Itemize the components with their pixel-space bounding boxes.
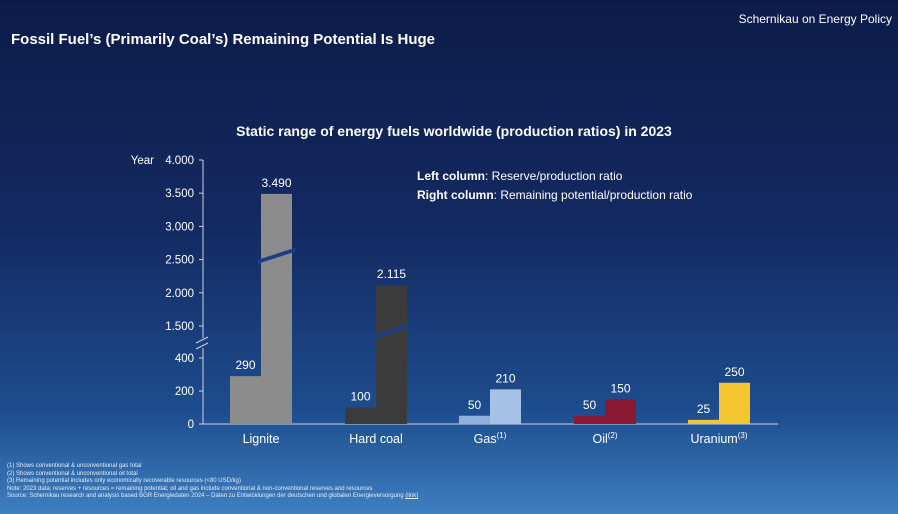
y-tick-label: 200 (175, 386, 194, 398)
bar-oil-reserve (574, 415, 605, 424)
y-tick-label: 2.000 (165, 288, 194, 300)
brand-label: Schernikau on Energy Policy (738, 12, 892, 26)
footnote-2: (2) Shows conventional & unconventional … (7, 470, 138, 477)
footnote-note: Note: 2023 data; reserves + resources = … (7, 485, 373, 492)
y-axis-break-mark (195, 342, 209, 350)
data-label: 3.490 (261, 176, 291, 190)
bar-hard-coal-remaining (376, 285, 407, 424)
y-axis-title: Year (131, 155, 154, 167)
legend-right-column: Right column: Remaining potential/produc… (417, 188, 693, 202)
data-label: 25 (697, 402, 711, 416)
data-label: 50 (583, 398, 597, 412)
y-tick-label: 0 (188, 419, 194, 431)
y-tick-label: 3.500 (165, 188, 194, 200)
data-label: 2.115 (377, 267, 406, 281)
y-tick-label: 3.000 (165, 221, 194, 233)
data-label: 250 (724, 365, 744, 379)
footnote-3: (3) Remaining potential includes only ec… (7, 478, 241, 485)
data-label: 290 (235, 358, 255, 372)
chart-legend: Left column: Reserve/production ratio Ri… (417, 167, 692, 205)
y-tick-label: 1.500 (165, 321, 194, 333)
y-tick-label: 400 (175, 353, 194, 365)
bar-uranium-remaining (719, 382, 750, 424)
bar-lignite-remaining (261, 193, 292, 424)
legend-left-column: Left column: Reserve/production ratio (417, 169, 623, 183)
data-label: 150 (610, 381, 630, 395)
data-label: 50 (468, 398, 482, 412)
bar-uranium-reserve (688, 419, 719, 424)
x-category-label: Lignite (243, 432, 280, 446)
page-title: Fossil Fuel’s (Primarily Coal’s) Remaini… (11, 31, 435, 48)
footnote-source: Source: Schernikau research and analysis… (7, 493, 419, 500)
x-category-label: Gas(1) (474, 431, 507, 446)
y-tick-label: 2.500 (165, 255, 194, 267)
data-label: 210 (495, 371, 515, 385)
bar-lignite-reserve (230, 376, 261, 424)
x-category-label: Hard coal (349, 432, 403, 446)
source-link[interactable]: (link) (405, 493, 419, 500)
footnotes: (1) Shows conventional & unconventional … (7, 463, 418, 501)
y-axis-break-mark (195, 336, 209, 344)
bar-hard-coal-reserve (345, 407, 376, 424)
y-tick-label: 4.000 (165, 155, 194, 167)
chart-title: Static range of energy fuels worldwide (… (236, 123, 672, 139)
bar-gas-reserve (459, 415, 490, 424)
bar-gas-remaining (490, 389, 521, 424)
footnote-1: (1) Shows conventional & unconventional … (7, 463, 142, 469)
data-label: 100 (350, 390, 370, 404)
bar-oil-remaining (605, 399, 636, 424)
x-category-label: Oil(2) (592, 431, 617, 446)
bar-break-mark (373, 323, 410, 340)
bar-break-mark (258, 247, 295, 264)
x-category-label: Uranium(3) (690, 431, 747, 446)
